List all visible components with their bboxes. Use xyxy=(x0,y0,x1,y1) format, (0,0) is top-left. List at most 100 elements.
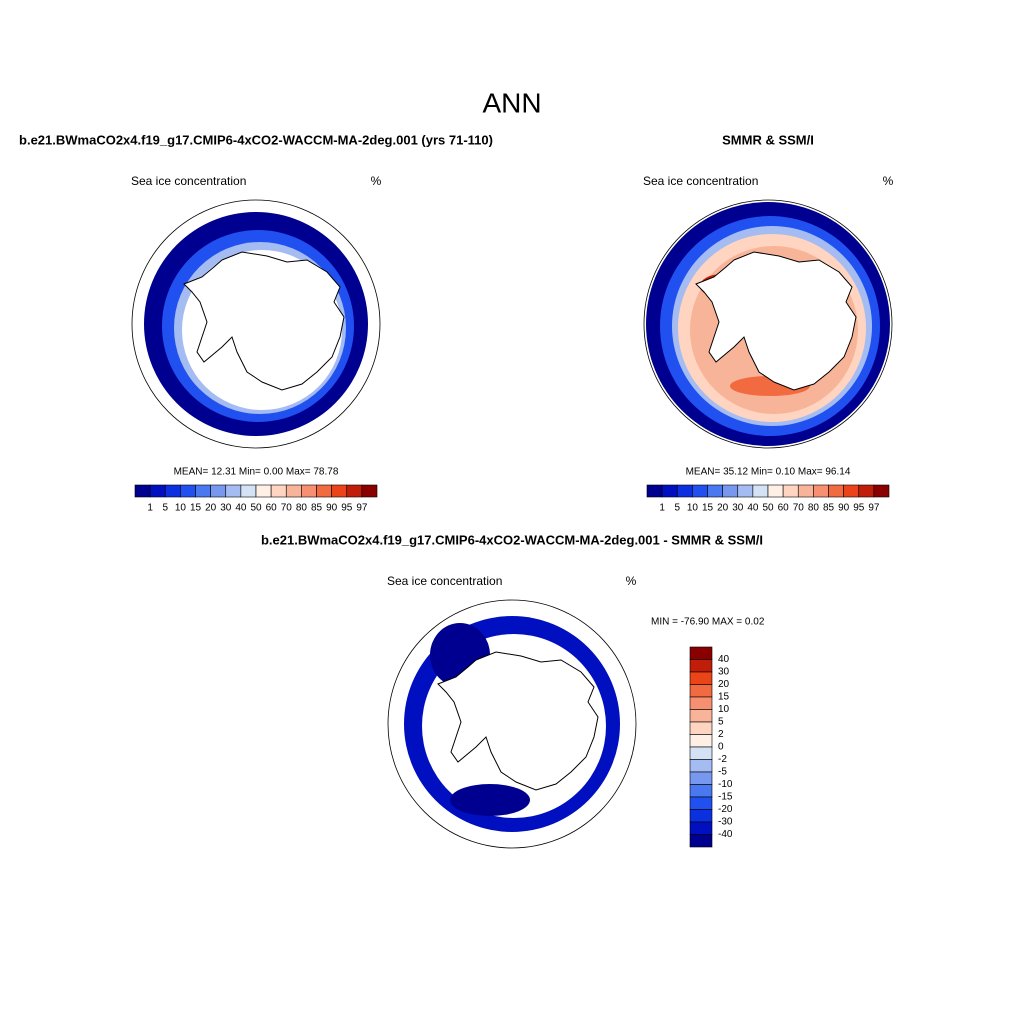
colorbar-label: -15 xyxy=(718,792,733,803)
colorbar-box xyxy=(737,484,754,498)
colorbar-box xyxy=(361,484,378,498)
colorbar-box xyxy=(797,484,814,498)
colorbar-label: 90 xyxy=(326,503,338,514)
colorbar-box xyxy=(873,484,890,498)
colorbar-box xyxy=(689,646,713,660)
colorbar-box xyxy=(689,709,713,723)
colorbar-label: 97 xyxy=(356,503,368,514)
colorbar-box xyxy=(676,484,693,498)
figure-title: ANN xyxy=(482,87,541,118)
colorbar-label: 60 xyxy=(266,503,278,514)
colorbar-label: 90 xyxy=(838,503,850,514)
colorbar-box xyxy=(689,696,713,710)
colorbar-label: 50 xyxy=(250,503,262,514)
colorbar-label: 10 xyxy=(718,704,730,715)
colorbar-label: 15 xyxy=(702,503,714,514)
colorbar-box xyxy=(661,484,678,498)
colorbar-box xyxy=(782,484,799,498)
colorbar-label: 30 xyxy=(732,503,744,514)
colorbar-label: 50 xyxy=(762,503,774,514)
colorbar-box xyxy=(301,484,317,498)
colorbar-box xyxy=(149,484,166,498)
map-border xyxy=(643,199,893,449)
stats: MEAN= 12.31 Min= 0.00 Max= 78.78 xyxy=(174,467,339,478)
colorbar-label: 15 xyxy=(190,503,202,514)
colorbar-box xyxy=(707,484,723,498)
colorbar: 1 5 10 15 20 30 40 50 60 70 80 85 90 95 97 xyxy=(646,484,890,514)
colorbar-label: 97 xyxy=(868,503,880,514)
colorbar-box xyxy=(134,484,151,498)
panel-title: b.e21.BWmaCO2x4.f19_g17.CMIP6-4xCO2-WACC… xyxy=(19,132,493,147)
colorbar-box xyxy=(752,484,769,498)
colorbar-box xyxy=(689,759,713,773)
colorbar-box xyxy=(285,484,302,498)
map-border xyxy=(387,599,637,849)
map xyxy=(144,212,368,436)
colorbar-label: 1 xyxy=(147,503,153,514)
colorbar-box xyxy=(689,684,713,698)
colorbar-label: -2 xyxy=(718,754,727,765)
colorbar-box xyxy=(180,484,196,498)
colorbar-label: -40 xyxy=(718,829,733,840)
colorbar-box xyxy=(689,734,713,748)
stats: MEAN= 35.12 Min= 0.10 Max= 96.14 xyxy=(686,467,851,478)
colorbar-box xyxy=(210,484,227,498)
colorbar-box xyxy=(767,484,784,498)
colorbar-label: 30 xyxy=(220,503,232,514)
colorbar-label: 5 xyxy=(718,717,724,728)
colorbar-label: 20 xyxy=(205,503,217,514)
colorbar-box xyxy=(240,484,257,498)
colorbar-box xyxy=(828,484,844,498)
colorbar-box xyxy=(689,746,713,760)
colorbar-box xyxy=(689,659,713,673)
colorbar-box xyxy=(331,484,348,498)
colorbar-box xyxy=(646,484,663,498)
colorbar-label: 95 xyxy=(853,503,865,514)
colorbar-label: -10 xyxy=(718,779,733,790)
colorbar-box xyxy=(689,821,713,835)
colorbar-box xyxy=(689,721,713,735)
colorbar-box xyxy=(843,484,860,498)
colorbar-box xyxy=(164,484,181,498)
colorbar-label: -5 xyxy=(718,767,727,778)
colorbar-box xyxy=(689,834,713,848)
panel-title: SMMR & SSM/I xyxy=(722,132,814,147)
colorbar-label: 5 xyxy=(162,503,168,514)
colorbar-label: 70 xyxy=(793,503,805,514)
colorbar-label: -20 xyxy=(718,804,733,815)
map-border xyxy=(131,199,381,449)
colorbar-box xyxy=(255,484,272,498)
colorbar-label: 85 xyxy=(311,503,323,514)
colorbar-label: 1 xyxy=(659,503,665,514)
panel-unit: % xyxy=(883,174,894,188)
colorbar-label: 2 xyxy=(718,729,724,740)
map xyxy=(404,616,620,832)
colorbar-box xyxy=(689,796,713,810)
panel-subtitle: Sea ice concentration xyxy=(387,574,502,588)
panel-title: b.e21.BWmaCO2x4.f19_g17.CMIP6-4xCO2-WACC… xyxy=(261,532,763,547)
map xyxy=(644,200,892,448)
panel-unit: % xyxy=(626,574,637,588)
colorbar-label: 40 xyxy=(235,503,247,514)
stats: MIN = -76.90 MAX = 0.02 xyxy=(651,617,765,628)
colorbar-box xyxy=(270,484,287,498)
colorbar-box xyxy=(692,484,708,498)
colorbar-box xyxy=(195,484,211,498)
colorbar-label: 0 xyxy=(718,742,724,753)
colorbar-label: 80 xyxy=(296,503,308,514)
panel-subtitle: Sea ice concentration xyxy=(131,174,246,188)
colorbar-label: 40 xyxy=(718,654,730,665)
colorbar-label: 85 xyxy=(823,503,835,514)
colorbar: 1 5 10 15 20 30 40 50 60 70 80 85 90 95 97 xyxy=(134,484,378,514)
colorbar-box xyxy=(689,784,713,798)
colorbar-label: 30 xyxy=(718,667,730,678)
panel-subtitle: Sea ice concentration xyxy=(643,174,758,188)
colorbar-box xyxy=(689,671,713,685)
colorbar-box xyxy=(689,771,713,785)
colorbar-box xyxy=(316,484,332,498)
colorbar-label: 10 xyxy=(175,503,187,514)
colorbar-box xyxy=(858,484,875,498)
colorbar-label: 10 xyxy=(687,503,699,514)
